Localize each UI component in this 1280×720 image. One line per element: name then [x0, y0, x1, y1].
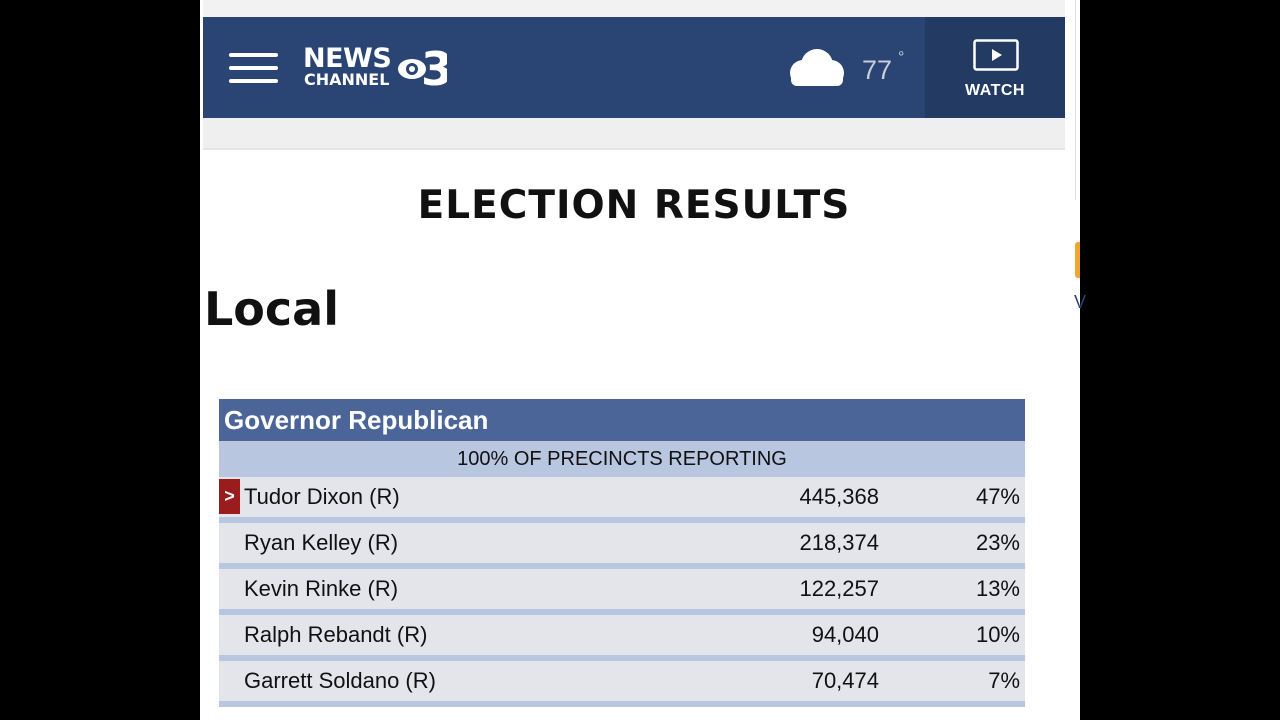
candidate-votes: 122,257 [799, 576, 879, 601]
race-title: Governor Republican [219, 399, 1025, 441]
degree-symbol: ° [898, 49, 905, 66]
side-text: V [1074, 292, 1087, 312]
watch-label: WATCH [965, 82, 1025, 99]
winner-marker-icon: > [219, 479, 240, 514]
candidate-percent: 13% [975, 576, 1020, 601]
page-title: ELECTION RESULTS [417, 183, 851, 228]
logo-news-text: NEWS [303, 43, 392, 74]
site-header: NEWS CHANNEL 3 77 ° [203, 17, 1065, 118]
side-divider [1075, 0, 1076, 200]
race-results-table: Governor Republican 100% OF PRECINCTS RE… [219, 399, 1025, 707]
cbs-eye-3-icon: 3 [395, 42, 447, 92]
candidate-row: Kevin Rinke (R) 122,257 13% [219, 569, 1025, 615]
play-video-icon [973, 39, 1019, 71]
section-title: Local [204, 282, 339, 336]
candidate-name: Ralph Rebandt (R) [244, 622, 428, 647]
temperature: 77 [862, 55, 893, 85]
candidate-row: Garrett Soldano (R) 70,474 7% [219, 661, 1025, 707]
candidate-percent: 10% [975, 622, 1020, 647]
hamburger-menu-icon[interactable] [229, 53, 278, 83]
candidate-votes: 445,368 [799, 484, 879, 509]
precincts-reporting: 100% OF PRECINCTS REPORTING [219, 441, 1025, 477]
candidate-name: Ryan Kelley (R) [244, 530, 399, 555]
candidate-votes: 70,474 [811, 668, 879, 693]
logo-channel-text: CHANNEL [304, 70, 390, 89]
candidate-row: Ralph Rebandt (R) 94,040 10% [219, 615, 1025, 661]
svg-text:3: 3 [421, 42, 447, 92]
news-channel-3-logo[interactable]: NEWS CHANNEL 3 [303, 42, 453, 94]
top-strip [203, 0, 1065, 17]
candidate-percent: 7% [988, 668, 1020, 693]
candidate-name: Tudor Dixon (R) [244, 484, 400, 509]
candidate-name: Kevin Rinke (R) [244, 576, 399, 601]
candidate-row: Ryan Kelley (R) 218,374 23% [219, 523, 1025, 569]
weather-widget[interactable]: 77 ° [783, 45, 923, 95]
candidate-votes: 94,040 [811, 622, 879, 647]
candidate-name: Garrett Soldano (R) [244, 668, 436, 693]
watch-button[interactable]: WATCH [925, 17, 1065, 118]
cloud-icon [790, 49, 844, 86]
side-accent-tab[interactable] [1075, 242, 1080, 278]
candidate-percent: 47% [975, 484, 1020, 509]
candidate-percent: 23% [975, 530, 1020, 555]
candidate-row: > Tudor Dixon (R) 445,368 47% [219, 477, 1025, 523]
page: NEWS CHANNEL 3 77 ° [200, 0, 1080, 720]
candidate-votes: 218,374 [799, 530, 879, 555]
header-gap-strip [203, 118, 1065, 150]
